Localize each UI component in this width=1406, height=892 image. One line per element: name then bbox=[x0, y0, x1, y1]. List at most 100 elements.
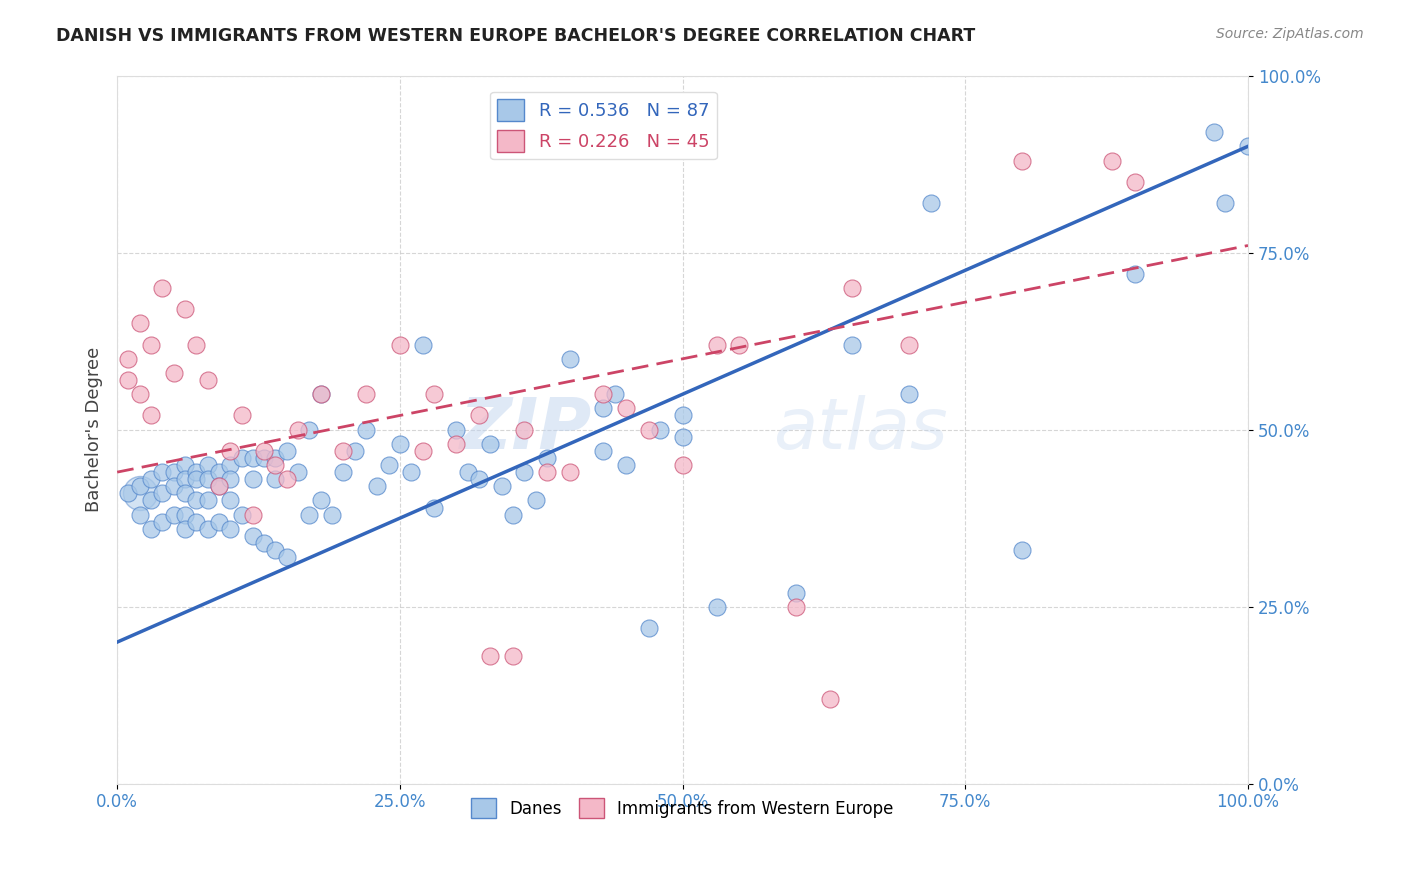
Point bbox=[536, 450, 558, 465]
Point bbox=[1202, 125, 1225, 139]
Point bbox=[603, 387, 626, 401]
Point bbox=[242, 450, 264, 465]
Point bbox=[491, 479, 513, 493]
Point bbox=[298, 423, 321, 437]
Point bbox=[174, 302, 197, 317]
Point bbox=[332, 443, 354, 458]
Point bbox=[186, 337, 208, 351]
Point bbox=[332, 465, 354, 479]
Point bbox=[841, 281, 863, 295]
Point bbox=[117, 486, 139, 500]
Point bbox=[276, 550, 298, 565]
Point bbox=[139, 337, 162, 351]
Point bbox=[208, 479, 231, 493]
Point bbox=[219, 443, 242, 458]
Point bbox=[637, 621, 659, 635]
Point bbox=[242, 472, 264, 486]
Point bbox=[1123, 267, 1146, 281]
Point bbox=[309, 493, 332, 508]
Point bbox=[354, 387, 377, 401]
Point bbox=[219, 522, 242, 536]
Point bbox=[423, 387, 446, 401]
Point bbox=[614, 458, 637, 472]
Point bbox=[648, 423, 671, 437]
Point bbox=[253, 443, 276, 458]
Point bbox=[411, 443, 433, 458]
Point bbox=[276, 472, 298, 486]
Point bbox=[321, 508, 343, 522]
Point bbox=[231, 450, 253, 465]
Point bbox=[558, 465, 581, 479]
Point bbox=[174, 458, 197, 472]
Point bbox=[242, 529, 264, 543]
Point bbox=[231, 409, 253, 423]
Point bbox=[197, 522, 219, 536]
Point bbox=[186, 515, 208, 529]
Point bbox=[276, 443, 298, 458]
Point bbox=[897, 387, 920, 401]
Point bbox=[197, 472, 219, 486]
Point bbox=[264, 543, 287, 558]
Point bbox=[309, 387, 332, 401]
Point bbox=[479, 649, 502, 664]
Point bbox=[536, 465, 558, 479]
Point bbox=[1237, 139, 1260, 153]
Point bbox=[219, 472, 242, 486]
Point bbox=[558, 351, 581, 366]
Point bbox=[197, 493, 219, 508]
Point bbox=[343, 443, 366, 458]
Point bbox=[208, 465, 231, 479]
Point bbox=[1011, 543, 1033, 558]
Point bbox=[128, 479, 150, 493]
Point bbox=[785, 585, 807, 599]
Point bbox=[208, 479, 231, 493]
Point bbox=[253, 536, 276, 550]
Point bbox=[197, 373, 219, 387]
Point bbox=[706, 599, 728, 614]
Point bbox=[399, 465, 422, 479]
Point bbox=[1101, 153, 1123, 168]
Point bbox=[139, 409, 162, 423]
Point bbox=[264, 450, 287, 465]
Point bbox=[139, 472, 162, 486]
Point bbox=[637, 423, 659, 437]
Point bbox=[513, 423, 536, 437]
Point bbox=[920, 196, 942, 211]
Point bbox=[264, 458, 287, 472]
Point bbox=[592, 401, 614, 416]
Point bbox=[479, 437, 502, 451]
Point bbox=[524, 493, 547, 508]
Point bbox=[117, 351, 139, 366]
Point bbox=[841, 337, 863, 351]
Text: atlas: atlas bbox=[773, 395, 948, 464]
Point bbox=[309, 387, 332, 401]
Point bbox=[287, 423, 309, 437]
Point bbox=[388, 337, 411, 351]
Point bbox=[287, 465, 309, 479]
Point bbox=[152, 465, 174, 479]
Text: DANISH VS IMMIGRANTS FROM WESTERN EUROPE BACHELOR'S DEGREE CORRELATION CHART: DANISH VS IMMIGRANTS FROM WESTERN EUROPE… bbox=[56, 27, 976, 45]
Point bbox=[502, 508, 524, 522]
Point bbox=[411, 337, 433, 351]
Point bbox=[377, 458, 399, 472]
Point bbox=[671, 458, 693, 472]
Point bbox=[897, 337, 920, 351]
Point bbox=[457, 465, 479, 479]
Point bbox=[818, 691, 841, 706]
Point bbox=[163, 508, 186, 522]
Point bbox=[219, 493, 242, 508]
Point bbox=[264, 472, 287, 486]
Point bbox=[152, 486, 174, 500]
Point bbox=[468, 409, 491, 423]
Point bbox=[163, 479, 186, 493]
Point bbox=[1123, 175, 1146, 189]
Point bbox=[423, 500, 446, 515]
Point bbox=[186, 472, 208, 486]
Point bbox=[671, 409, 693, 423]
Text: ZIP: ZIP bbox=[460, 395, 592, 464]
Point bbox=[1011, 153, 1033, 168]
Point bbox=[197, 458, 219, 472]
Point bbox=[502, 649, 524, 664]
Point bbox=[128, 387, 150, 401]
Point bbox=[186, 465, 208, 479]
